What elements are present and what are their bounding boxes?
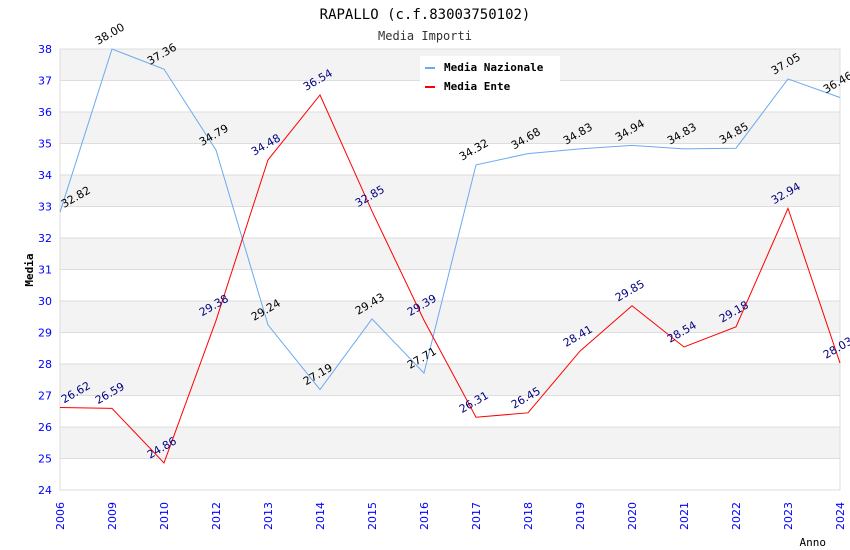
grid-band [60, 269, 840, 301]
y-tick-label: 26 [38, 421, 52, 434]
x-tick-label: 2016 [418, 502, 431, 530]
x-tick-label: 2024 [834, 502, 847, 530]
x-tick-label: 2023 [782, 502, 795, 530]
legend-swatch-nazionale [425, 67, 435, 69]
x-tick-label: 2009 [106, 502, 119, 530]
y-tick-label: 38 [38, 43, 52, 56]
y-tick-label: 35 [38, 138, 52, 151]
y-tick-label: 25 [38, 453, 52, 466]
x-tick-label: 2013 [262, 502, 275, 530]
x-tick-label: 2020 [626, 502, 639, 530]
series-line-1 [59, 94, 841, 464]
y-tick-label: 29 [38, 327, 52, 340]
grid-band [60, 301, 840, 333]
chart-title: RAPALLO (c.f.83003750102) [320, 7, 531, 23]
legend-label-ente: Media Ente [444, 80, 511, 93]
x-tick-label: 2019 [574, 502, 587, 530]
x-tick-label: 2022 [730, 502, 743, 530]
legend: Media Nazionale Media Ente [420, 56, 560, 96]
grid-band [60, 112, 840, 144]
grid-band [60, 206, 840, 238]
x-tick-label: 2017 [470, 502, 483, 530]
y-tick-label: 30 [38, 295, 52, 308]
y-tick-label: 24 [38, 484, 52, 497]
y-tick-label: 34 [38, 169, 52, 182]
y-tick-label: 33 [38, 201, 52, 214]
x-axis-label: Anno [800, 536, 827, 549]
x-tick-label: 2015 [366, 502, 379, 530]
plot-border [59, 48, 841, 491]
x-tick-label: 2018 [522, 502, 535, 530]
grid-band [60, 395, 840, 427]
x-tick-label: 2014 [314, 502, 327, 530]
chart-subtitle: Media Importi [378, 29, 472, 43]
y-tick-label: 31 [38, 264, 52, 277]
x-tick-label: 2010 [158, 502, 171, 530]
grid-band [60, 427, 840, 459]
grid-band [60, 238, 840, 270]
y-tick-label: 27 [38, 390, 52, 403]
data-label: 38.00 [93, 21, 127, 48]
x-tick-label: 2012 [210, 502, 223, 530]
legend-swatch-ente [425, 86, 435, 88]
x-tick-label: 2006 [54, 502, 67, 530]
grid-band [60, 332, 840, 364]
series-line-0 [59, 48, 841, 391]
y-tick-label: 32 [38, 232, 52, 245]
y-tick-label: 28 [38, 358, 52, 371]
legend-label-nazionale: Media Nazionale [444, 61, 544, 74]
x-tick-label: 2021 [678, 502, 691, 530]
y-axis-label: Media [23, 253, 36, 286]
y-tick-label: 37 [38, 75, 52, 88]
grid-band [60, 175, 840, 207]
y-tick-label: 36 [38, 106, 52, 119]
grid-band [60, 458, 840, 490]
